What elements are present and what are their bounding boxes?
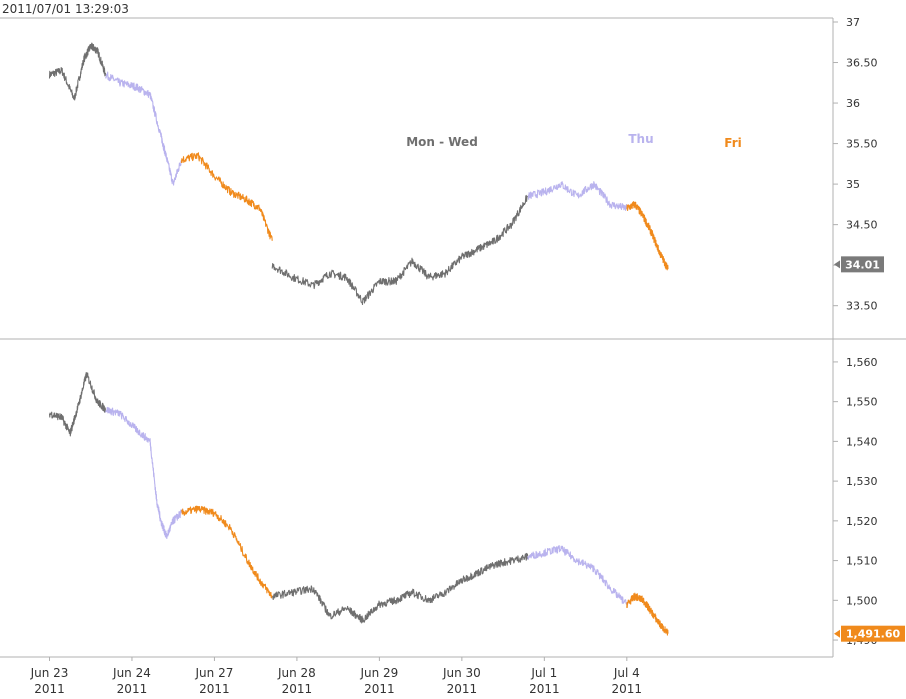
series-line-top-4 [527,181,628,211]
price-tag-arrow [834,629,840,638]
x-tick-year-label: 2011 [199,682,230,696]
x-tick-year-label: 2011 [612,682,643,696]
price-tag-arrow [834,260,840,269]
y-tick-label: 1,500 [846,594,878,607]
date-axis: Jun 23 2011 Jun 24 2011 Jun 27 2011 Jun 28 2011… [30,657,643,696]
series-line-top-1 [105,71,182,186]
series-line-bottom-0 [48,372,107,437]
y-tick-label: 34.50 [846,219,878,232]
top-last-price-tag: 34.01 [834,256,884,273]
series-line-bottom-1 [105,406,182,540]
series-line-bottom-4 [527,545,627,605]
x-tick-day-label: Jun 27 [195,666,234,680]
price-tag-box [841,256,884,273]
session-annotation: Thu [628,132,653,146]
series-line-top-2 [180,152,273,241]
series-line-bottom-3 [271,552,529,624]
x-tick-day-label: Jun 28 [277,666,316,680]
y-tick-label: 1,550 [846,396,878,409]
x-tick-year-label: 2011 [117,682,148,696]
bottom-panel[interactable]: 1,4901,5001,5101,5201,5301,5401,5501,560… [48,356,906,647]
series-line-bottom-5 [626,592,669,636]
x-tick-day-label: Jun 23 [30,666,69,680]
bottom-last-price-tag: 1,491.60 [834,625,905,642]
x-tick-day-label: Jun 24 [112,666,151,680]
series-line-bottom-2 [180,505,273,599]
y-tick-label: 1,560 [846,356,878,369]
x-tick-year-label: 2011 [447,682,478,696]
x-tick-year-label: 2011 [529,682,560,696]
session-annotation: Fri [724,136,741,150]
y-tick-label: 36.50 [846,57,878,70]
series-line-top-3 [271,194,529,306]
x-tick-year-label: 2011 [282,682,313,696]
x-tick-year-label: 2011 [364,682,395,696]
x-tick-day-label: Jun 29 [359,666,398,680]
x-tick-day-label: Jun 30 [442,666,481,680]
y-tick-label: 33.50 [846,300,878,313]
price-tag-label: 34.01 [845,258,880,271]
y-tick-label: 1,510 [846,555,878,568]
x-tick-day-label: Jul 4 [613,666,640,680]
series-line-top-5 [626,201,669,271]
y-tick-label: 1,540 [846,435,878,448]
y-tick-label: 1,520 [846,515,878,528]
y-tick-label: 35 [846,178,860,191]
y-tick-label: 35.50 [846,138,878,151]
y-tick-label: 37 [846,16,860,29]
x-tick-day-label: Jul 1 [530,666,557,680]
price-tag-box [841,625,905,642]
series-line-top-0 [48,42,107,101]
chart-frame [0,17,906,658]
price-tag-label: 1,491.60 [846,628,901,641]
timestamp-label: 2011/07/01 13:29:03 [2,2,129,16]
session-annotation: Mon - Wed [406,135,478,149]
y-tick-label: 36 [846,97,860,110]
y-tick-label: 1,530 [846,475,878,488]
x-tick-year-label: 2011 [34,682,65,696]
